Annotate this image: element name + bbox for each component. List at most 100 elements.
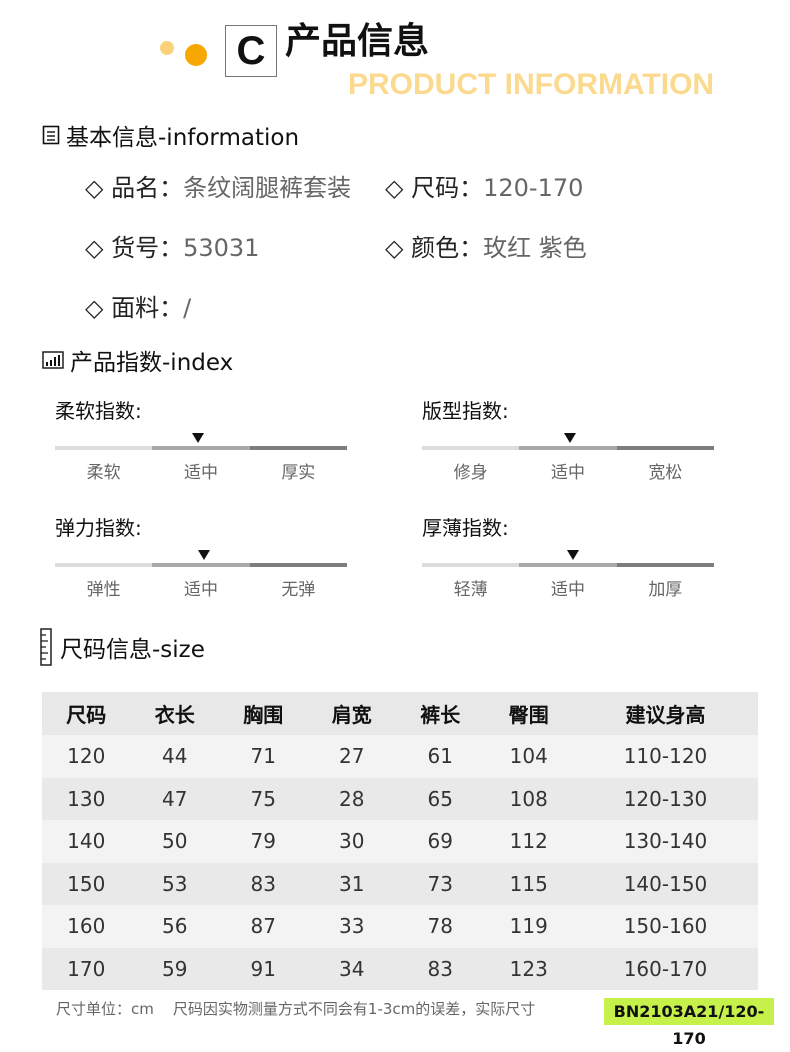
table-row: 150 53 83 31 73 115 140-150: [42, 862, 758, 905]
table-cell: 170: [42, 947, 131, 990]
segment-mid: [152, 446, 250, 450]
table-cell: 61: [396, 735, 485, 778]
decor-dot-orange: [185, 44, 207, 66]
table-row: 130 47 75 28 65 108 120-130: [42, 777, 758, 820]
table-cell: 56: [130, 905, 219, 948]
basic-info-heading: 基本信息-information: [42, 118, 299, 152]
diamond-icon: ◇: [85, 234, 112, 262]
table-cell: 53: [130, 862, 219, 905]
index-gauge: 弹力指数: 弹性 适中 无弹: [55, 512, 347, 600]
table-cell: 65: [396, 777, 485, 820]
info-label: 品名：: [111, 174, 184, 202]
gauge-marker-icon: [566, 550, 579, 560]
gauge-tick: 适中: [550, 463, 585, 483]
table-cell: 150: [42, 862, 131, 905]
table-cell: 28: [307, 777, 396, 820]
gauge-tick: 加厚: [648, 580, 683, 600]
diamond-icon: ◇: [385, 234, 412, 262]
index-gauge: 柔软指数: 柔软 适中 厚实: [55, 395, 347, 483]
table-cell: 31: [307, 862, 396, 905]
segment-mid: [152, 563, 250, 567]
table-row: 170 59 91 34 83 123 160-170: [42, 947, 758, 990]
table-cell: 112: [484, 820, 573, 863]
signal-bars-icon: [42, 351, 64, 369]
info-item: ◇ 品名：条纹阔腿裤套装: [85, 168, 351, 203]
heading-text: 产品指数-index: [70, 350, 234, 376]
diamond-icon: ◇: [85, 294, 112, 322]
info-item: ◇ 尺码：120-170: [385, 168, 583, 203]
index-heading: 产品指数-index: [42, 343, 233, 377]
table-row: 120 44 71 27 61 104 110-120: [42, 735, 758, 778]
table-cell: 78: [396, 905, 485, 948]
info-label: 尺码：: [411, 174, 484, 202]
table-row: 160 56 87 33 78 119 150-160: [42, 905, 758, 948]
table-cell: 50: [130, 820, 219, 863]
segment-low: [55, 563, 153, 567]
column-header: 肩宽: [307, 692, 396, 735]
gauge-track: [55, 550, 347, 567]
table-cell: 44: [130, 735, 219, 778]
info-label: 货号：: [111, 234, 184, 262]
gauge-tick: 修身: [453, 463, 488, 483]
table-cell: 108: [484, 777, 573, 820]
gauge-tick: 厚实: [281, 463, 316, 483]
table-cell: 150-160: [573, 905, 758, 948]
gauge-label: 弹力指数:: [55, 516, 142, 540]
segment-high: [616, 563, 714, 567]
heading-text: 尺码信息-size: [60, 637, 205, 663]
table-cell: 83: [396, 947, 485, 990]
table-cell: 30: [307, 820, 396, 863]
table-cell: 160-170: [573, 947, 758, 990]
diamond-icon: ◇: [85, 174, 112, 202]
segment-high: [249, 446, 347, 450]
gauge-tick: 柔软: [86, 463, 121, 483]
page-title: 产品信息: [285, 21, 430, 62]
gauge-marker-icon: [197, 550, 210, 560]
column-header: 裤长: [396, 692, 485, 735]
column-header: 臀围: [484, 692, 573, 735]
table-cell: 47: [130, 777, 219, 820]
index-gauge: 厚薄指数: 轻薄 适中 加厚: [422, 512, 714, 600]
table-cell: 71: [219, 735, 308, 778]
gauge-tick: 适中: [183, 463, 218, 483]
table-cell: 59: [130, 947, 219, 990]
segment-mid: [519, 446, 617, 450]
segment-low: [422, 563, 520, 567]
table-cell: 115: [484, 862, 573, 905]
segment-high: [616, 446, 714, 450]
gauge-tick: 适中: [550, 580, 585, 600]
info-item: ◇ 颜色：玫红 紫色: [385, 228, 587, 263]
info-value: 53031: [183, 234, 260, 262]
decor-dot-light: [160, 41, 174, 55]
gauge-tick: 适中: [183, 580, 218, 600]
table-cell: 119: [484, 905, 573, 948]
gauge-tick: 无弹: [281, 580, 316, 600]
gauge-tick: 弹性: [86, 580, 121, 600]
table-cell: 69: [396, 820, 485, 863]
gauge-label: 版型指数:: [422, 399, 509, 423]
info-value: 120-170: [483, 174, 584, 202]
table-row: 140 50 79 30 69 112 130-140: [42, 820, 758, 863]
table-cell: 123: [484, 947, 573, 990]
gauge-track: [422, 433, 714, 450]
table-cell: 75: [219, 777, 308, 820]
info-item: ◇ 货号：53031: [85, 228, 259, 263]
size-footnote: 尺寸单位：cm 尺码因实物测量方式不同会有1-3cm的误差，实际尺寸: [56, 1000, 536, 1018]
column-header: 胸围: [219, 692, 308, 735]
table-cell: 140: [42, 820, 131, 863]
gauge-tick: 轻薄: [453, 580, 488, 600]
section-letter-box: C: [225, 25, 277, 77]
table-cell: 34: [307, 947, 396, 990]
info-value: 条纹阔腿裤套装: [183, 174, 352, 202]
gauge-marker-icon: [564, 433, 577, 443]
segment-mid: [519, 563, 617, 567]
table-cell: 160: [42, 905, 131, 948]
column-header: 衣长: [130, 692, 219, 735]
gauge-label: 柔软指数:: [55, 399, 142, 423]
table-cell: 104: [484, 735, 573, 778]
index-gauge: 版型指数: 修身 适中 宽松: [422, 395, 714, 483]
gauge-label: 厚薄指数:: [422, 516, 509, 540]
table-cell: 130-140: [573, 820, 758, 863]
table-cell: 87: [219, 905, 308, 948]
gauge-marker-icon: [192, 433, 205, 443]
